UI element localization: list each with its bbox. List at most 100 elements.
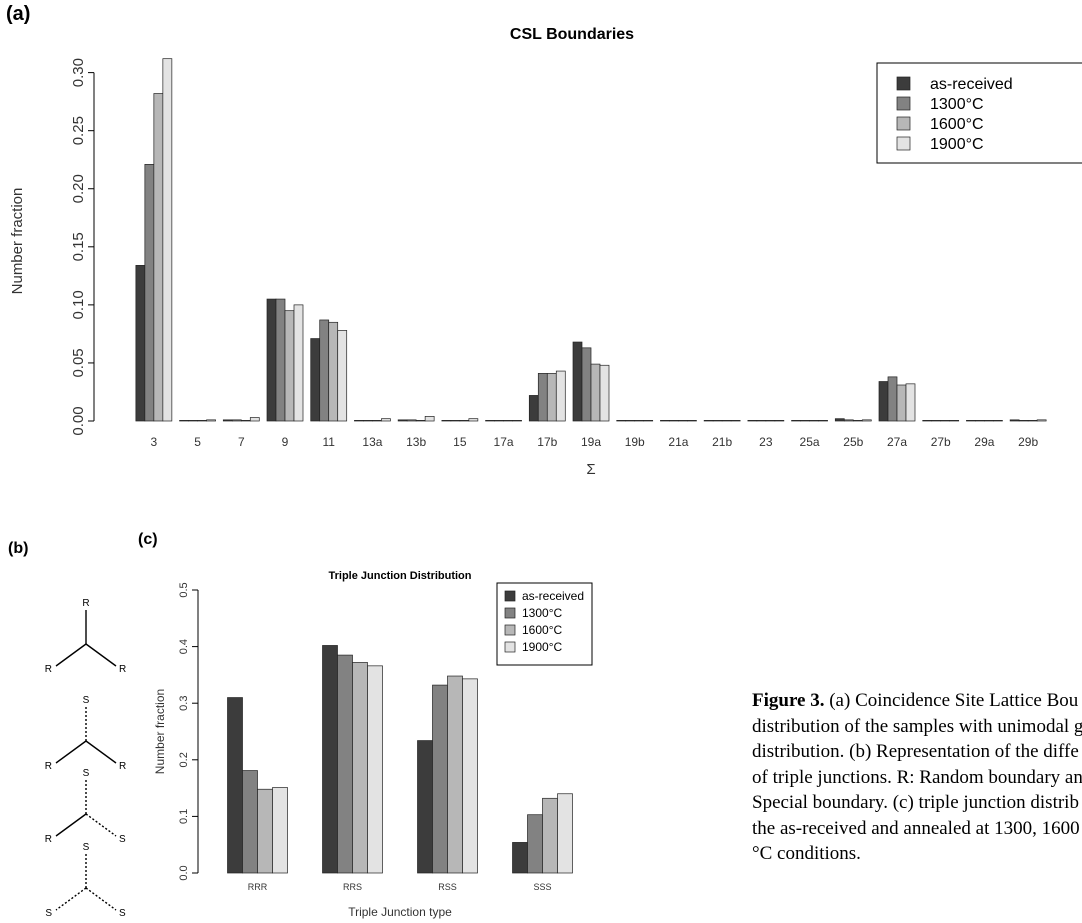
bar — [240, 420, 251, 422]
bar — [712, 420, 723, 422]
y-tick-label: 0.5 — [178, 582, 190, 597]
y-tick-label: 0.0 — [178, 865, 190, 880]
bar — [557, 793, 573, 874]
y-tick-label: 0.05 — [70, 348, 87, 377]
bar — [162, 58, 173, 422]
bar — [417, 740, 433, 874]
junction-arm-left — [55, 740, 87, 764]
bar — [363, 420, 373, 422]
caption-line-1-text: (a) Coincidence Site Lattice Bou — [824, 690, 1079, 711]
y-tick-label: 0.1 — [178, 809, 190, 824]
bar — [512, 842, 528, 874]
bar — [896, 384, 907, 422]
bar — [834, 418, 845, 422]
bar — [354, 420, 364, 422]
legend-swatch — [504, 590, 516, 602]
x-tick-label: 15 — [453, 435, 467, 449]
bar — [949, 420, 960, 422]
bar — [494, 420, 504, 422]
x-tick-label: 11 — [322, 435, 335, 449]
bar — [887, 376, 898, 422]
bar — [249, 417, 260, 422]
panel-label-a: (a) — [6, 3, 30, 25]
caption-line-4: of triple junctions. R: Random boundary … — [752, 766, 1082, 788]
bar — [756, 420, 767, 422]
bar — [922, 420, 933, 422]
bar — [747, 420, 758, 422]
bar — [721, 420, 732, 422]
bar — [703, 420, 714, 422]
bar — [993, 420, 1003, 422]
x-tick-label: 3 — [151, 435, 158, 449]
bar — [730, 420, 741, 422]
junction: R R R — [45, 598, 126, 675]
bar — [222, 419, 233, 422]
bar — [599, 364, 610, 422]
y-tick-label: 0.2 — [178, 752, 190, 767]
junction: S R R — [45, 695, 126, 772]
bar — [878, 381, 889, 422]
x-tick-label: 21b — [712, 435, 732, 449]
bar — [415, 420, 426, 422]
bar — [485, 420, 495, 422]
junction-label-top: R — [82, 598, 89, 609]
x-tick-label: 19b — [625, 435, 645, 449]
legend-swatch — [896, 116, 911, 131]
x-tick-label: 25a — [800, 435, 820, 449]
bar — [468, 418, 479, 422]
bar — [337, 330, 348, 422]
bar — [441, 420, 452, 422]
bar — [432, 684, 448, 874]
bar — [966, 420, 976, 422]
x-tick-label: 21a — [668, 435, 688, 449]
y-axis-label: Number fraction — [9, 188, 26, 295]
bar — [590, 363, 601, 422]
x-tick-label: 19a — [581, 435, 601, 449]
bar — [328, 321, 339, 422]
triple-junction-chart: Triple Junction Distribution 0.0 0.1 0.2 0.3… — [153, 570, 593, 919]
bar — [843, 419, 854, 422]
bar — [975, 420, 985, 422]
x-tick-label: RSS — [438, 882, 457, 892]
bar — [940, 420, 951, 422]
x-tick-label: 13b — [406, 435, 426, 449]
y-tick-label: 0.25 — [70, 116, 87, 145]
legend-swatch — [896, 136, 911, 151]
bar — [634, 420, 645, 422]
legend-label: as-received — [930, 76, 1013, 93]
x-axis-label: Σ — [586, 461, 595, 478]
junction-arm-right — [85, 643, 117, 667]
junction-label-left: S — [45, 908, 52, 919]
legend-label: 1300°C — [930, 96, 984, 113]
bar — [643, 420, 654, 422]
legend-swatch — [504, 641, 516, 653]
bar — [660, 420, 670, 422]
bar — [905, 383, 916, 422]
junction-label-top: S — [83, 695, 90, 706]
bar — [135, 265, 146, 422]
junction-arm-right — [85, 740, 117, 764]
bar — [616, 420, 627, 422]
bar — [542, 797, 558, 874]
legend-label: 1600°C — [522, 623, 562, 637]
bar — [266, 298, 277, 422]
bar — [310, 338, 321, 422]
bar — [555, 370, 566, 422]
bar — [861, 419, 872, 422]
y-tick-label: 0.3 — [178, 696, 190, 711]
x-tick-label: RRS — [343, 882, 362, 892]
bar — [669, 420, 679, 422]
bar — [144, 164, 155, 422]
bar — [206, 419, 216, 422]
bar — [765, 420, 776, 422]
legend-label: 1900°C — [930, 136, 984, 153]
x-tick-label: 23 — [759, 435, 773, 449]
bar — [272, 787, 288, 874]
junction-arm-right — [85, 813, 117, 837]
bar — [197, 420, 207, 422]
y-tick-label: 0.10 — [70, 290, 87, 319]
bar — [293, 304, 304, 422]
bar — [397, 419, 408, 422]
bar — [462, 678, 478, 874]
bar — [231, 419, 242, 422]
